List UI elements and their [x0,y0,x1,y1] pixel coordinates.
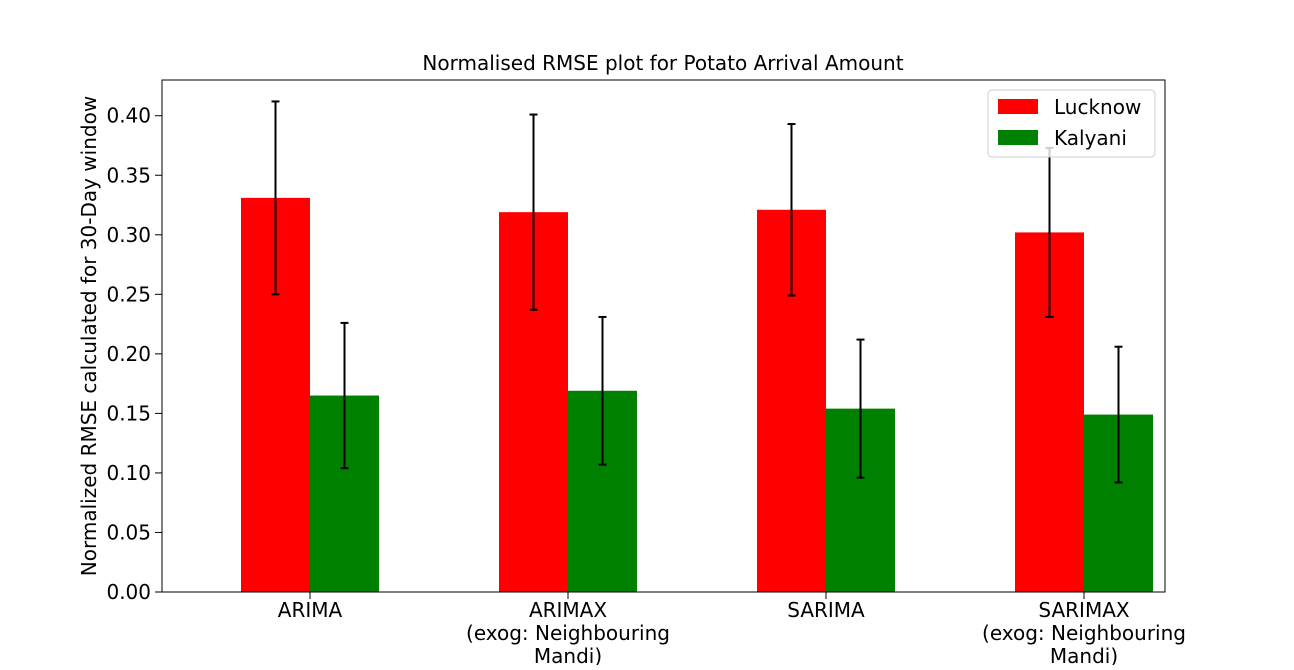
y-axis-label: Normalized RMSE calculated for 30-Day wi… [77,96,101,576]
error-bar-kalyani-1 [340,321,349,470]
y-tick-label: 0.15 [106,401,151,425]
y-axis: 0.00 0.05 0.10 0.15 0.20 0.25 0.30 0.35 0.40 [106,104,162,604]
error-bars-layer [271,100,1123,484]
error-bar-lucknow-2 [529,113,538,311]
error-bar-kalyani-4 [1114,345,1123,484]
y-tick-label: 0.30 [106,223,151,247]
chart-title: Normalised RMSE plot for Potato Arrival … [422,51,903,75]
y-tick-label: 0.05 [106,520,151,544]
x-axis: ARIMA ARIMAX (exog: Neighbouring Mandi) SARI… [278,592,1186,668]
y-tick-label: 0.20 [106,342,151,366]
error-bar-kalyani-3 [856,338,865,479]
y-tick-label: 0.35 [106,163,151,187]
plot-frame [161,79,1166,593]
error-bar-lucknow-1 [271,100,280,296]
y-tick-label: 0.40 [106,104,151,128]
legend-label-kalyani: Kalyani [1054,126,1127,150]
y-tick-label: 0.25 [106,282,151,306]
x-tick-label: ARIMAX (exog: Neighbouring Mandi) [466,598,670,665]
legend-swatch-lucknow [998,99,1038,114]
x-tick-label: SARIMAX (exog: Neighbouring Mandi) [982,598,1186,665]
legend-label-lucknow: Lucknow [1054,95,1141,119]
legend: Lucknow Kalyani [987,89,1156,158]
x-tick-label: ARIMA [278,598,343,622]
error-bar-kalyani-2 [598,315,607,466]
y-tick-label: 0.00 [106,580,151,604]
bars-layer [241,197,1153,593]
legend-swatch-kalyani [998,130,1038,145]
y-tick-label: 0.10 [106,461,151,485]
error-bar-lucknow-3 [787,123,796,297]
x-tick-label: SARIMA [787,598,865,622]
